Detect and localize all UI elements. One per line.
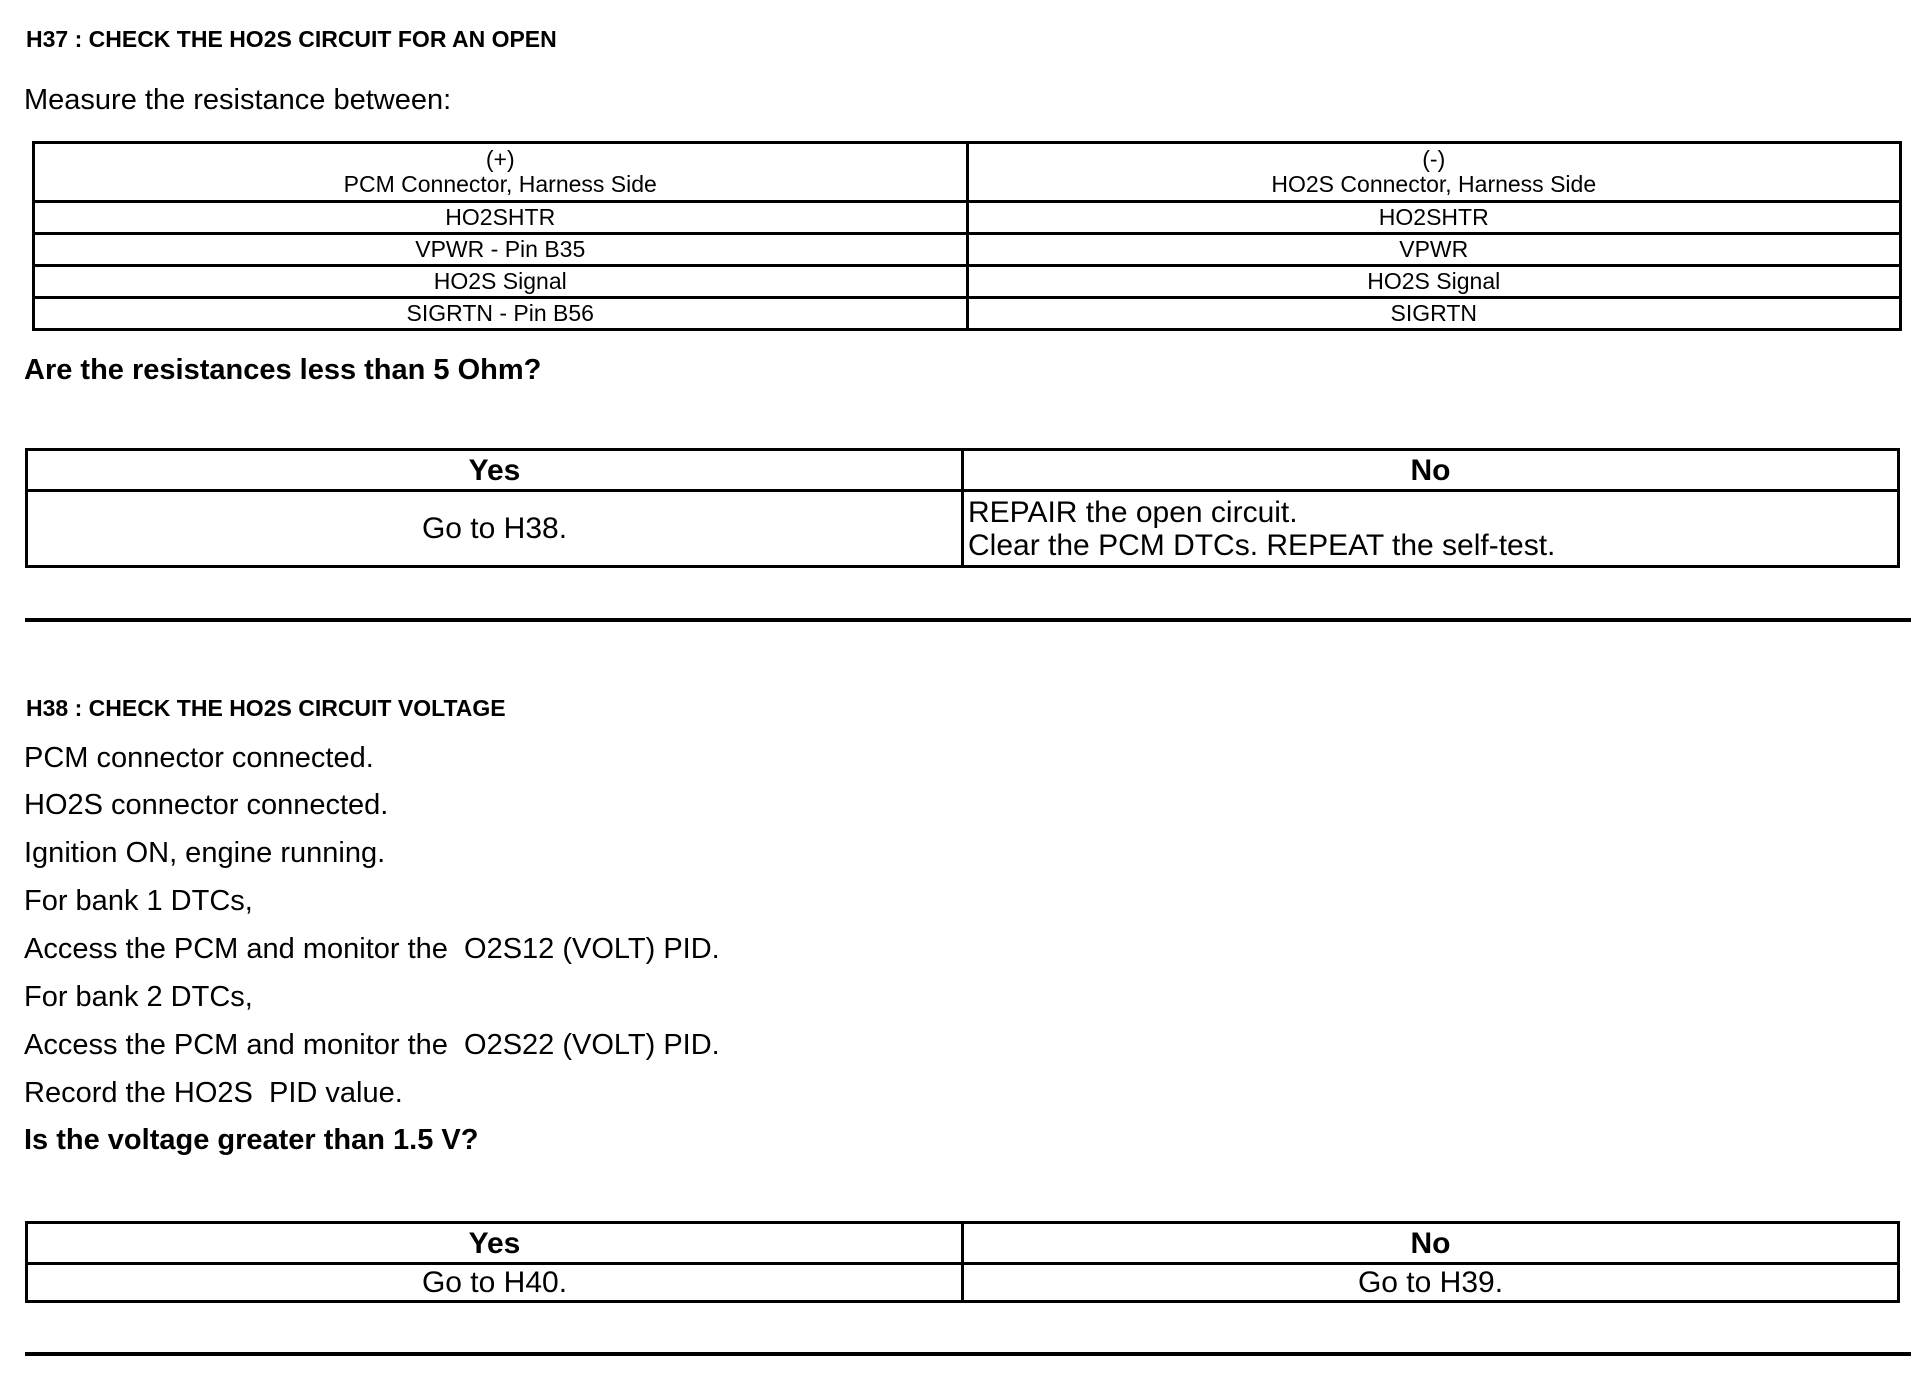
positive-sign: (+) (485, 145, 515, 172)
h38-step: Ignition ON, engine running. (24, 837, 386, 869)
no-action-line: REPAIR the open circuit. (968, 495, 1298, 529)
h38-step: Record the HO2S PID value. (24, 1077, 403, 1109)
h37-heading: H37 : CHECK THE HO2S CIRCUIT FOR AN OPEN (26, 26, 557, 52)
table-cell: HO2SHTR (32, 200, 969, 235)
yes-header: Yes (25, 448, 964, 492)
table-cell: VPWR - Pin B35 (32, 232, 969, 267)
no-action: REPAIR the open circuit. Clear the PCM DT… (961, 489, 1900, 568)
negative-label: HO2S Connector, Harness Side (1271, 171, 1597, 197)
section-divider (25, 1352, 1911, 1356)
resistance-table: (+) PCM Connector, Harness Side (-) HO2S C… (32, 141, 1902, 331)
table-cell: HO2S Signal (32, 264, 969, 299)
table-cell: SIGRTN (965, 296, 1902, 331)
positive-label: PCM Connector, Harness Side (343, 171, 657, 197)
yes-action: Go to H40. (25, 1262, 964, 1303)
h38-step: HO2S connector connected. (24, 789, 389, 821)
column-header-positive: (+) PCM Connector, Harness Side (32, 141, 969, 203)
no-action-line: Clear the PCM DTCs. REPEAT the self-test… (968, 528, 1556, 562)
negative-sign: (-) (1422, 145, 1446, 172)
yes-action: Go to H38. (25, 489, 964, 568)
column-header-negative: (-) HO2S Connector, Harness Side (965, 141, 1902, 203)
table-cell: HO2S Signal (965, 264, 1902, 299)
h38-answer-table: Yes No Go to H40. Go to H39. (25, 1221, 1900, 1303)
h38-step: For bank 1 DTCs, (24, 885, 253, 917)
h38-step: PCM connector connected. (24, 742, 374, 774)
h38-step: Access the PCM and monitor the O2S22 (VO… (24, 1029, 720, 1061)
table-header-row: (+) PCM Connector, Harness Side (-) HO2S C… (32, 141, 1902, 203)
table-cell: SIGRTN - Pin B56 (32, 296, 969, 331)
h38-heading: H38 : CHECK THE HO2S CIRCUIT VOLTAGE (26, 695, 506, 721)
no-header: No (961, 448, 1900, 492)
h37-answer-table: Yes No Go to H38. REPAIR the open circuit… (25, 448, 1900, 568)
table-row: VPWR - Pin B35 VPWR (32, 232, 1902, 267)
table-cell: VPWR (965, 232, 1902, 267)
h38-step: Access the PCM and monitor the O2S12 (VO… (24, 933, 720, 965)
table-cell: HO2SHTR (965, 200, 1902, 235)
section-divider (25, 618, 1911, 622)
h37-instruction: Measure the resistance between: (24, 84, 452, 116)
h38-step: For bank 2 DTCs, (24, 981, 253, 1013)
no-header: No (961, 1221, 1900, 1265)
table-row: HO2S Signal HO2S Signal (32, 264, 1902, 299)
h37-question: Are the resistances less than 5 Ohm? (24, 354, 542, 386)
table-row: HO2SHTR HO2SHTR (32, 200, 1902, 235)
yes-header: Yes (25, 1221, 964, 1265)
no-action: Go to H39. (961, 1262, 1900, 1303)
h38-question: Is the voltage greater than 1.5 V? (24, 1124, 479, 1156)
table-row: SIGRTN - Pin B56 SIGRTN (32, 296, 1902, 331)
